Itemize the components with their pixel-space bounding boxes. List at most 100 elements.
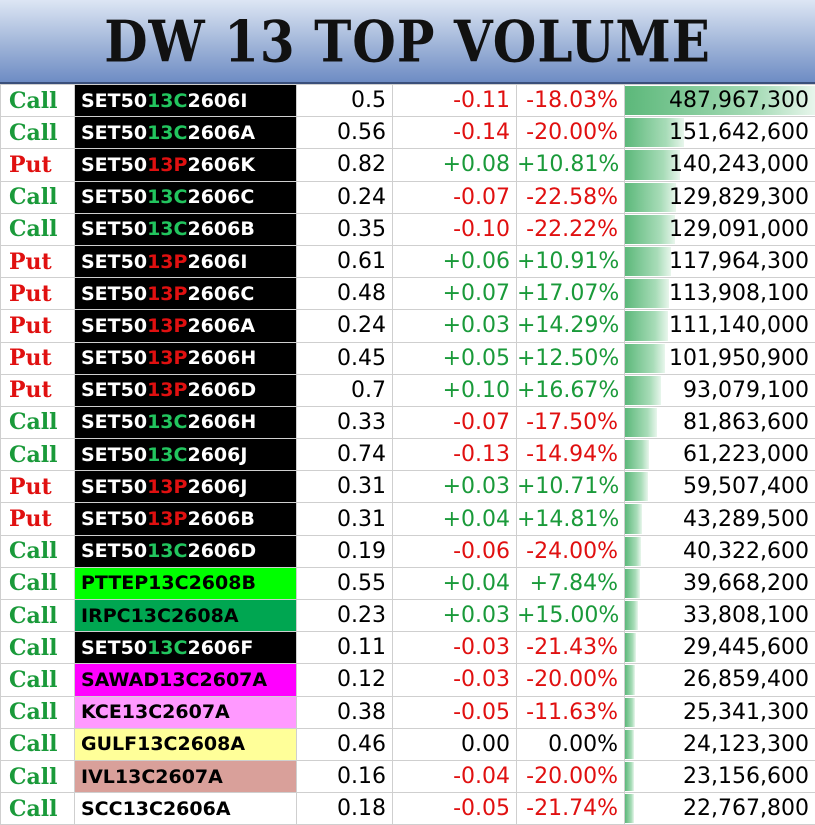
dw-symbol[interactable]: SET5013C2606B xyxy=(75,213,297,245)
symbol-prefix: IVL13C2607A xyxy=(81,766,223,788)
volume-cell: 39,668,200 xyxy=(625,567,815,599)
last-price: 0.11 xyxy=(297,632,393,664)
percent-change: -21.74% xyxy=(517,793,625,825)
symbol-prefix: SAWAD13C2607A xyxy=(81,669,267,691)
dw-symbol[interactable]: SET5013P2606D xyxy=(75,374,297,406)
option-type: Call xyxy=(1,632,75,664)
dw-symbol[interactable]: SCC13C2606A xyxy=(75,793,297,825)
symbol-suffix: 2606D xyxy=(187,540,256,562)
symbol-suffix: 2606I xyxy=(187,90,247,112)
symbol-prefix: SET50 xyxy=(81,154,147,176)
volume-data-bar xyxy=(625,376,661,405)
dw-symbol[interactable]: SET5013P2606K xyxy=(75,149,297,181)
symbol-issuer-type: 13P xyxy=(147,508,187,530)
price-change: +0.03 xyxy=(393,471,517,503)
dw-symbol[interactable]: SET5013P2606B xyxy=(75,503,297,535)
symbol-prefix: IRPC13C2608A xyxy=(81,605,239,627)
dw-symbol[interactable]: SET5013P2606J xyxy=(75,471,297,503)
dw-symbol[interactable]: SET5013P2606H xyxy=(75,342,297,374)
last-price: 0.82 xyxy=(297,149,393,181)
option-type: Call xyxy=(1,760,75,792)
volume-data-bar xyxy=(625,311,668,340)
volume-value: 113,908,100 xyxy=(669,281,809,306)
dw-symbol[interactable]: SET5013P2606C xyxy=(75,278,297,310)
symbol-suffix: 2606H xyxy=(187,411,256,433)
symbol-suffix: 2606J xyxy=(187,476,247,498)
dw-symbol[interactable]: SET5013C2606I xyxy=(75,85,297,117)
symbol-issuer-type: 13P xyxy=(147,283,187,305)
option-type: Call xyxy=(1,535,75,567)
volume-value: 140,243,000 xyxy=(669,152,809,177)
volume-cell: 93,079,100 xyxy=(625,374,815,406)
volume-cell: 29,445,600 xyxy=(625,632,815,664)
option-type: Call xyxy=(1,439,75,471)
last-price: 0.31 xyxy=(297,471,393,503)
dw-symbol[interactable]: SET5013C2606D xyxy=(75,535,297,567)
dw-symbol[interactable]: SET5013C2606H xyxy=(75,406,297,438)
volume-value: 22,767,800 xyxy=(683,796,809,821)
option-type: Put xyxy=(1,374,75,406)
last-price: 0.74 xyxy=(297,439,393,471)
symbol-issuer-type: 13P xyxy=(147,476,187,498)
dw-symbol[interactable]: IRPC13C2608A xyxy=(75,600,297,632)
price-change: +0.05 xyxy=(393,342,517,374)
volume-cell: 43,289,500 xyxy=(625,503,815,535)
volume-cell: 487,967,300 xyxy=(625,85,815,117)
price-change: 0.00 xyxy=(393,728,517,760)
percent-change: +14.29% xyxy=(517,310,625,342)
dw-symbol[interactable]: SET5013C2606J xyxy=(75,439,297,471)
symbol-issuer-type: 13C xyxy=(147,444,187,466)
volume-value: 111,140,000 xyxy=(669,313,809,338)
volume-value: 39,668,200 xyxy=(683,571,809,596)
dw-symbol[interactable]: SET5013P2606I xyxy=(75,245,297,277)
dw-symbol[interactable]: SET5013C2606F xyxy=(75,632,297,664)
volume-cell: 140,243,000 xyxy=(625,149,815,181)
symbol-suffix: 2606B xyxy=(187,218,254,240)
dw-symbol[interactable]: PTTEP13C2608B xyxy=(75,567,297,599)
dw-symbol[interactable]: SAWAD13C2607A xyxy=(75,664,297,696)
volume-cell: 23,156,600 xyxy=(625,760,815,792)
dw-symbol[interactable]: IVL13C2607A xyxy=(75,760,297,792)
last-price: 0.35 xyxy=(297,213,393,245)
dw-symbol[interactable]: KCE13C2607A xyxy=(75,696,297,728)
dw-symbol[interactable]: SET5013P2606A xyxy=(75,310,297,342)
symbol-suffix: 2606I xyxy=(187,251,247,273)
option-type: Call xyxy=(1,793,75,825)
symbol-suffix: 2606J xyxy=(187,444,247,466)
volume-data-bar xyxy=(625,215,675,244)
dw-symbol[interactable]: SET5013C2606A xyxy=(75,117,297,149)
volume-data-bar xyxy=(625,730,634,759)
dw-symbol[interactable]: GULF13C2608A xyxy=(75,728,297,760)
percent-change: -20.00% xyxy=(517,760,625,792)
dw-symbol[interactable]: SET5013C2606C xyxy=(75,181,297,213)
symbol-prefix: SET50 xyxy=(81,411,147,433)
symbol-prefix: SET50 xyxy=(81,251,147,273)
option-type: Call xyxy=(1,117,75,149)
percent-change: -22.22% xyxy=(517,213,625,245)
volume-data-bar xyxy=(625,794,634,823)
price-change: +0.03 xyxy=(393,310,517,342)
